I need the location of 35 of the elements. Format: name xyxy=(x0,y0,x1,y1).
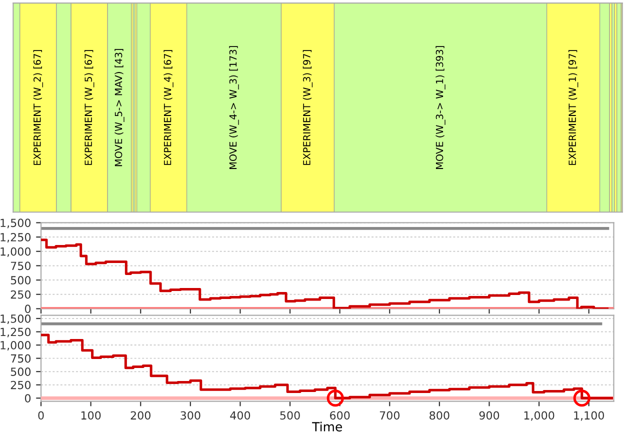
series-label: EXPERIMENT (W_1) [97] xyxy=(568,50,578,165)
x-tick-label: 500 xyxy=(280,411,300,420)
series-label: EXPERIMENT (W_4) [67] xyxy=(164,50,174,165)
series-label: MOVE (W_3-> W_1) [393] xyxy=(436,46,446,169)
x-tick-label: 700 xyxy=(380,411,400,420)
x-tick-label: 1,000 xyxy=(524,411,554,421)
x-tick-label: 200 xyxy=(130,411,150,420)
x-tick-label: 900 xyxy=(479,411,500,420)
y-tick-label: 500 xyxy=(10,368,31,376)
x-tick-label: 1,100 xyxy=(574,411,604,421)
x-tick-label: 100 xyxy=(81,411,101,420)
y-tick-label: 0 xyxy=(24,304,31,314)
series-label: MOVE (W_4-> W_3) [173] xyxy=(229,46,239,169)
series-label: MOVE (W_5-> MAV) [43] xyxy=(114,49,124,166)
y-tick-label: 1,000 xyxy=(0,247,31,257)
series-label: EXPERIMENT (W_2) [67] xyxy=(33,50,44,165)
y-tick-label: 0 xyxy=(24,394,31,403)
x-tick-label: 600 xyxy=(330,411,350,420)
y-tick-label: 750 xyxy=(10,262,31,270)
y-tick-label: 1,250 xyxy=(0,233,31,243)
y-tick-label: 1,250 xyxy=(0,328,31,338)
x-axis-title: Time xyxy=(312,422,342,432)
y-tick-label: 1,000 xyxy=(0,341,31,351)
y-tick-label: 500 xyxy=(10,276,31,284)
x-tick-label: 400 xyxy=(230,411,250,420)
y-tick-label: 250 xyxy=(10,290,31,299)
y-tick-label: 1,500 xyxy=(0,314,31,324)
y-tick-label: 250 xyxy=(10,380,31,390)
y-tick-label: 750 xyxy=(10,354,31,363)
y-tick-label: 1,500 xyxy=(0,218,31,228)
x-tick-label: 300 xyxy=(180,411,200,420)
x-tick-label: 800 xyxy=(430,411,450,420)
x-tick-label: 0 xyxy=(38,411,44,420)
series-label: EXPERIMENT (W_5) [67] xyxy=(84,50,94,165)
series-label: EXPERIMENT (W_3) [97] xyxy=(302,50,313,165)
